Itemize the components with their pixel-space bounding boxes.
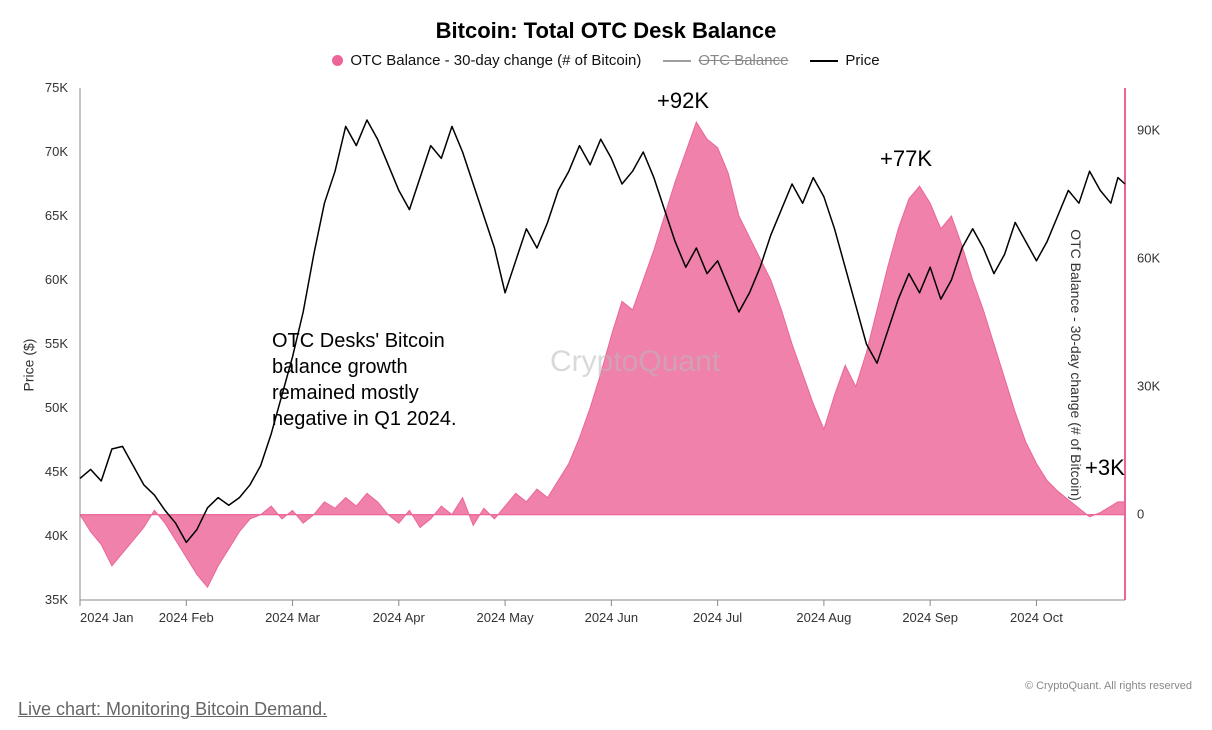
svg-text:45K: 45K	[45, 464, 68, 479]
svg-text:2024 Aug: 2024 Aug	[796, 610, 851, 625]
svg-text:55K: 55K	[45, 336, 68, 351]
left-axis-label: Price ($)	[20, 339, 36, 392]
svg-text:90K: 90K	[1137, 123, 1160, 138]
copyright-text: © CryptoQuant. All rights reserved	[1025, 680, 1192, 692]
svg-text:2024 Jul: 2024 Jul	[693, 610, 742, 625]
svg-text:2024 Feb: 2024 Feb	[159, 610, 214, 625]
legend-line-icon	[663, 60, 691, 62]
svg-text:35K: 35K	[45, 592, 68, 607]
svg-text:2024 Apr: 2024 Apr	[373, 610, 426, 625]
svg-text:60K: 60K	[1137, 251, 1160, 266]
svg-text:2024 Jun: 2024 Jun	[585, 610, 639, 625]
svg-text:75K: 75K	[45, 80, 68, 95]
legend-line-icon	[810, 60, 838, 62]
chart-svg: 35K40K45K50K55K60K65K70K75K030K60K90K202…	[70, 80, 1135, 635]
svg-text:70K: 70K	[45, 144, 68, 159]
callout-label: +92K	[657, 88, 709, 114]
svg-text:60K: 60K	[45, 272, 68, 287]
svg-text:2024 May: 2024 May	[477, 610, 535, 625]
footer-link[interactable]: Live chart: Monitoring Bitcoin Demand.	[18, 699, 327, 720]
svg-text:40K: 40K	[45, 528, 68, 543]
svg-text:65K: 65K	[45, 208, 68, 223]
chart-title: Bitcoin: Total OTC Desk Balance	[0, 18, 1212, 44]
plot-area: 35K40K45K50K55K60K65K70K75K030K60K90K202…	[70, 80, 1135, 635]
svg-text:0: 0	[1137, 507, 1144, 522]
annotation-text: OTC Desks' Bitcoin balance growth remain…	[272, 328, 457, 432]
svg-text:2024 Sep: 2024 Sep	[902, 610, 958, 625]
chart-container: Bitcoin: Total OTC Desk Balance OTC Bala…	[0, 0, 1212, 730]
legend-label: OTC Balance	[698, 52, 788, 69]
legend-item-otc-change: OTC Balance - 30-day change (# of Bitcoi…	[332, 52, 641, 69]
svg-text:30K: 30K	[1137, 379, 1160, 394]
legend-label: OTC Balance - 30-day change (# of Bitcoi…	[350, 52, 641, 69]
svg-text:2024 Jan: 2024 Jan	[80, 610, 134, 625]
svg-text:50K: 50K	[45, 400, 68, 415]
legend: OTC Balance - 30-day change (# of Bitcoi…	[0, 52, 1212, 69]
legend-dot-icon	[332, 55, 343, 66]
legend-item-price: Price	[810, 52, 879, 69]
svg-text:2024 Mar: 2024 Mar	[265, 610, 321, 625]
svg-text:2024 Oct: 2024 Oct	[1010, 610, 1063, 625]
legend-item-otc-balance: OTC Balance	[663, 52, 788, 69]
legend-label: Price	[845, 52, 879, 69]
callout-label: +3K	[1085, 455, 1125, 481]
callout-label: +77K	[880, 146, 932, 172]
